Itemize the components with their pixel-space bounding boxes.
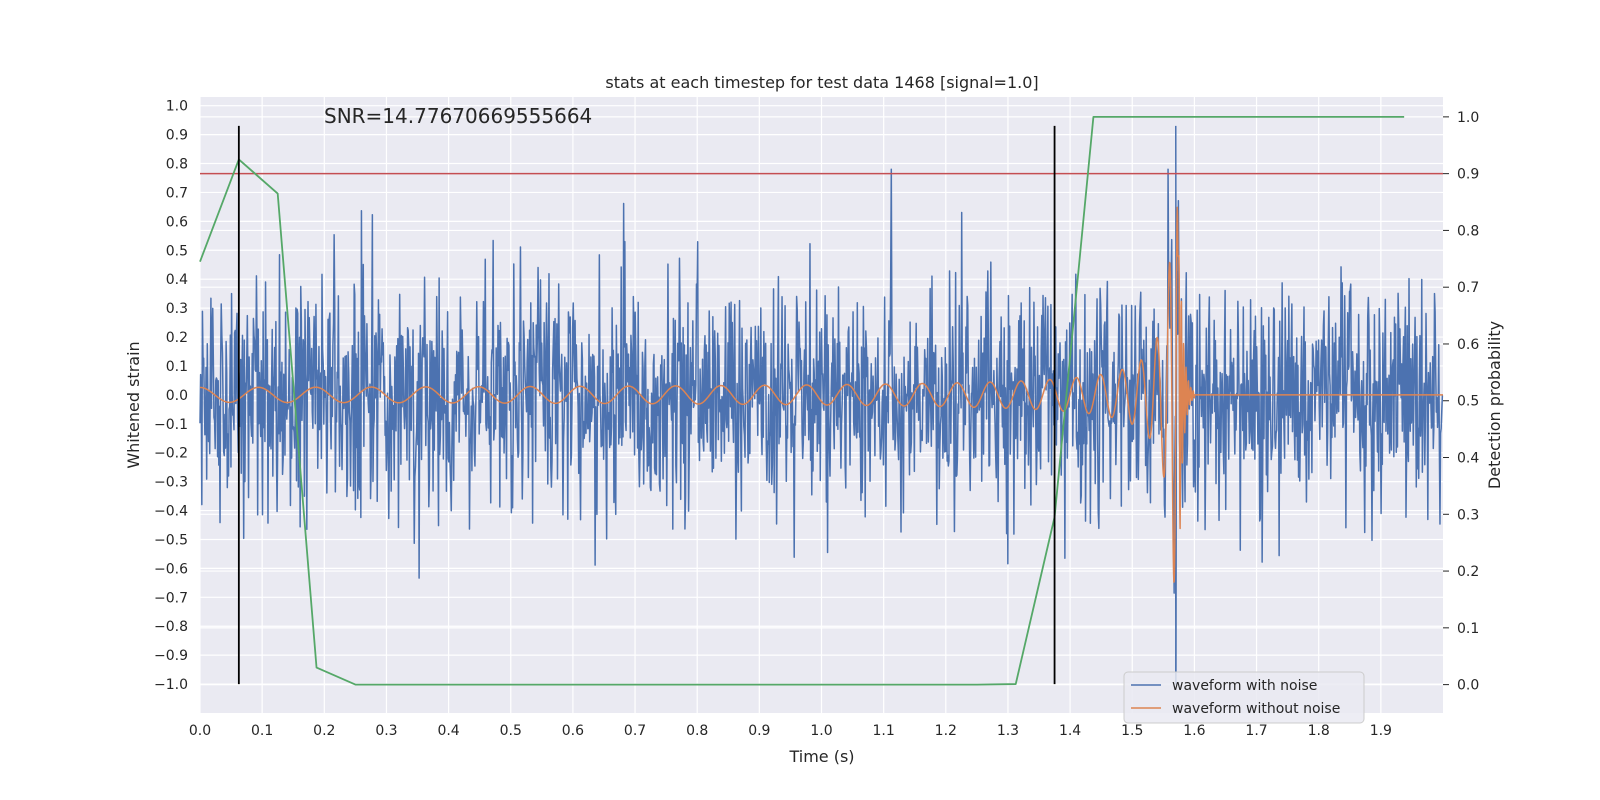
legend-label-clean: waveform without noise [1172, 701, 1340, 717]
y-tick-label: −0.9 [154, 648, 188, 664]
y-tick-label: −0.7 [154, 590, 188, 606]
x-tick-label: 0.9 [748, 723, 770, 739]
y-axis-label: Whitened strain [124, 341, 143, 468]
legend-label-noise: waveform with noise [1172, 678, 1317, 694]
y2-axis-label: Detection probability [1485, 321, 1504, 489]
y2-tick-label: 0.1 [1457, 621, 1479, 637]
series-layer [199, 115, 1444, 686]
y2-tick-label: 0.8 [1457, 223, 1479, 239]
y-tick-label: 0.5 [166, 243, 188, 259]
y-tick-label: 0.0 [166, 388, 188, 404]
x-tick-label: 0.5 [500, 723, 522, 739]
y-tick-label: 0.2 [166, 330, 188, 346]
detection-probability-line [199, 115, 1405, 686]
x-tick-label: 1.8 [1308, 723, 1330, 739]
y-tick-label: 0.7 [166, 185, 188, 201]
y-tick-label: 0.3 [166, 301, 188, 317]
y-tick-label: −0.4 [154, 504, 188, 520]
x-tick-label: 1.3 [997, 723, 1019, 739]
y-tick-label: 0.8 [166, 157, 188, 173]
y2-tick-label: 0.5 [1457, 394, 1479, 410]
y-tick-label: −0.2 [154, 446, 188, 462]
x-tick-label: 1.6 [1183, 723, 1205, 739]
x-tick-label: 0.8 [686, 723, 708, 739]
y-tick-label: 0.6 [166, 214, 188, 230]
y-tick-label: −0.8 [154, 619, 188, 635]
y2-tick-label: 0.2 [1457, 564, 1479, 580]
x-tick-label: 1.0 [810, 723, 832, 739]
y2-ticks: 1.0 0.9 0.8 0.7 0.6 0.5 0.4 0.3 0.2 0.1 0.0 [1443, 110, 1479, 694]
y-tick-label: 0.9 [166, 128, 188, 144]
x-axis-label: Time (s) [788, 747, 854, 766]
x-tick-label: 1.7 [1245, 723, 1267, 739]
x-tick-label: 1.5 [1121, 723, 1143, 739]
x-tick-label: 1.4 [1059, 723, 1081, 739]
clean-waveform-line [199, 206, 1444, 583]
chart-title: stats at each timestep for test data 146… [605, 73, 1038, 92]
y-tick-label: 0.4 [166, 272, 188, 288]
x-tick-label: 0.2 [313, 723, 335, 739]
x-tick-label: 0.4 [437, 723, 459, 739]
y2-tick-label: 0.3 [1457, 507, 1479, 523]
y2-tick-label: 1.0 [1457, 110, 1479, 126]
y-ticks: 1.0 0.9 0.8 0.7 0.6 0.5 0.4 0.3 0.2 0.1 0.0 −0.1 −0.… [154, 99, 188, 693]
y-tick-label: 0.1 [166, 359, 188, 375]
y2-tick-label: 0.0 [1457, 678, 1479, 694]
y2-tick-label: 0.9 [1457, 167, 1479, 183]
x-tick-label: 1.1 [873, 723, 895, 739]
y-tick-label: −1.0 [154, 677, 188, 693]
legend: waveform with noise waveform without noi… [1123, 671, 1365, 724]
legend-box [1123, 671, 1365, 724]
snr-annotation: SNR=14.77670669555664 [324, 104, 592, 128]
y-tick-label: −0.1 [154, 417, 188, 433]
y2-tick-label: 0.4 [1457, 451, 1479, 467]
x-tick-label: 1.2 [935, 723, 957, 739]
x-tick-label: 0.7 [624, 723, 646, 739]
y-tick-label: −0.6 [154, 561, 188, 577]
markers-layer [237, 125, 1056, 685]
y2-tick-label: 0.6 [1457, 337, 1479, 353]
x-tick-label: 1.9 [1370, 723, 1392, 739]
y-tick-label: 1.0 [166, 99, 188, 115]
x-tick-label: 0.3 [375, 723, 397, 739]
y-tick-label: −0.3 [154, 475, 188, 491]
x-tick-label: 0.0 [189, 723, 211, 739]
y2-tick-label: 0.7 [1457, 280, 1479, 296]
x-tick-label: 0.6 [562, 723, 584, 739]
x-tick-label: 0.1 [251, 723, 273, 739]
x-ticks: 0.0 0.1 0.2 0.3 0.4 0.5 0.6 0.7 0.8 0.9 1.0 1.1 1.2 1… [189, 723, 1392, 739]
y-tick-label: −0.5 [154, 532, 188, 548]
